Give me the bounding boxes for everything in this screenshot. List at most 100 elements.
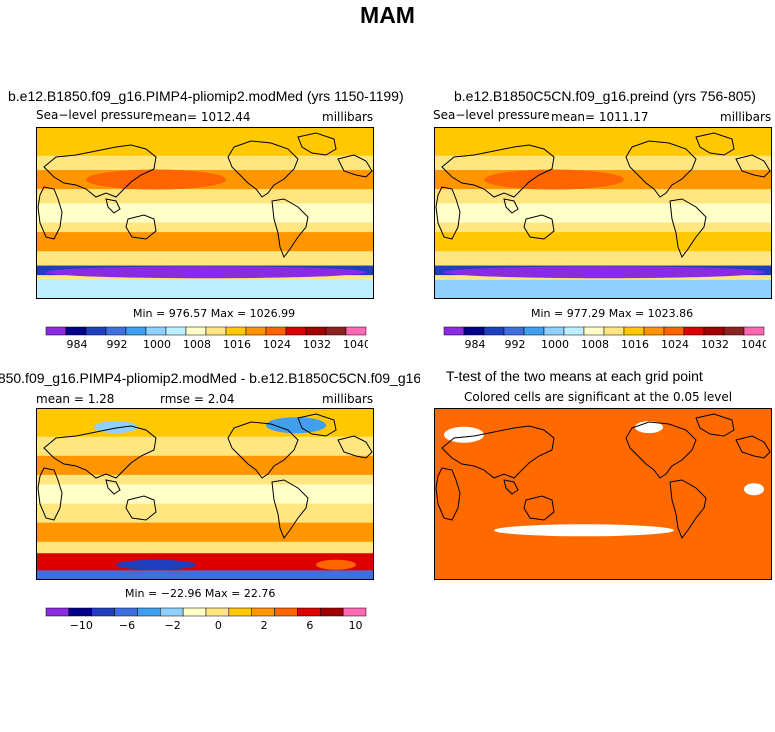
coastline (441, 425, 555, 479)
colorbar-tick-label: −2 (165, 619, 181, 631)
coastline (125, 214, 157, 240)
panel2-colorbar: 984 992 1000 1008 1016 1024 1032 1040 (443, 326, 766, 350)
colorbar-swatch (320, 607, 344, 617)
map-anomaly (444, 266, 764, 279)
map-anomaly (256, 171, 374, 188)
colorbar-swatch (251, 607, 275, 617)
coastline (695, 132, 735, 156)
colorbar-swatch (65, 326, 87, 336)
colorbar-swatch (285, 326, 307, 336)
colorbar-swatch (723, 326, 745, 336)
map-band (434, 203, 772, 223)
colorbar-tick-label: 1000 (143, 338, 171, 350)
colorbar-swatch (663, 326, 685, 336)
panel2-map (434, 127, 772, 299)
colorbar-tick-label: 1024 (263, 338, 291, 350)
map-frame (434, 127, 772, 299)
colorbar-swatch (325, 326, 347, 336)
coastline (43, 425, 157, 479)
colorbar-swatch (643, 326, 665, 336)
colorbar-swatch (182, 607, 207, 617)
coastline (43, 144, 157, 198)
colorbar-tick-label: 1008 (183, 338, 211, 350)
coastline (625, 140, 697, 198)
coastline (695, 413, 735, 437)
coastline (337, 435, 373, 459)
coastline (271, 479, 309, 540)
map-frame (434, 408, 772, 580)
coastline (105, 198, 121, 214)
panel3-colorbar: −10 −6 −2 0 2 6 10 (45, 607, 367, 631)
colorbar-swatch (345, 326, 367, 336)
coastline (227, 140, 299, 198)
coastline (735, 154, 771, 178)
colorbar-tick-label: 2 (261, 619, 268, 631)
colorbar-swatch (297, 607, 321, 617)
map-anomaly (116, 559, 196, 570)
map-anomaly (744, 483, 764, 496)
colorbar-swatch (683, 326, 705, 336)
map-anomaly (316, 559, 356, 570)
colorbar-swatch (523, 326, 545, 336)
panel3-title-clip: b.e12.B1850.f09_g16.PIMP4-pliomip2.modMe… (0, 368, 420, 388)
panel1-colorbar: 984 992 1000 1008 1016 1024 1032 1040 (45, 326, 368, 350)
map-anomaly (266, 417, 326, 434)
coastline (125, 495, 157, 521)
colorbar-swatch (228, 607, 252, 617)
colorbar-swatch (91, 607, 115, 617)
map-band (36, 484, 374, 504)
colorbar-swatch (623, 326, 645, 336)
map-band (36, 455, 374, 475)
map-band (36, 570, 374, 580)
panel1-minmax: Min = 976.57 Max = 1026.99 (133, 307, 296, 320)
colorbar-swatch (125, 326, 147, 336)
coastline (441, 144, 555, 198)
colorbar-swatch (443, 326, 465, 336)
coastline (503, 198, 519, 214)
colorbar-tick-label: 984 (67, 338, 88, 350)
coastline (625, 421, 697, 479)
colorbar-swatch (114, 607, 138, 617)
coastline (37, 186, 63, 240)
map-band (36, 232, 374, 252)
panel3-title: b.e12.B1850.f09_g16.PIMP4-pliomip2.modMe… (0, 370, 420, 386)
colorbar-tick-label: 1016 (621, 338, 649, 350)
colorbar-tick-label: 10 (349, 619, 363, 631)
coastline (227, 421, 299, 479)
map-background (434, 408, 772, 580)
coastline (105, 479, 121, 495)
map-band (434, 232, 772, 252)
coastline (523, 214, 555, 240)
colorbar-swatch (342, 607, 367, 617)
colorbar-swatch (543, 326, 565, 336)
coastline (337, 154, 373, 178)
map-band (36, 522, 374, 542)
colorbar-swatch (703, 326, 725, 336)
colorbar-swatch (45, 326, 67, 336)
panel2-units: millibars (720, 110, 772, 124)
colorbar-tick-label: 1032 (701, 338, 729, 350)
colorbar-swatch (68, 607, 92, 617)
colorbar-swatch (185, 326, 207, 336)
colorbar-swatch (483, 326, 505, 336)
coastline (297, 413, 337, 437)
map-anomaly (484, 169, 624, 190)
map-band (36, 203, 374, 223)
colorbar-tick-label: 1000 (541, 338, 569, 350)
panel1-title: b.e12.B1850.f09_g16.PIMP4-pliomip2.modMe… (8, 88, 404, 104)
map-band (36, 127, 374, 156)
panel1-units: millibars (322, 110, 374, 124)
map-band (434, 279, 772, 299)
colorbar-tick-label: 1008 (581, 338, 609, 350)
colorbar-swatch (165, 326, 187, 336)
map-band (434, 127, 772, 156)
colorbar-tick-label: 992 (107, 338, 128, 350)
coastline (669, 198, 707, 259)
colorbar-swatch (503, 326, 525, 336)
coastline (523, 495, 555, 521)
colorbar-tick-label: 6 (306, 619, 313, 631)
colorbar-swatch (105, 326, 127, 336)
coastline (735, 435, 771, 459)
panel2-variable-label: Sea−level pressure (433, 108, 550, 122)
map-frame (36, 127, 374, 299)
